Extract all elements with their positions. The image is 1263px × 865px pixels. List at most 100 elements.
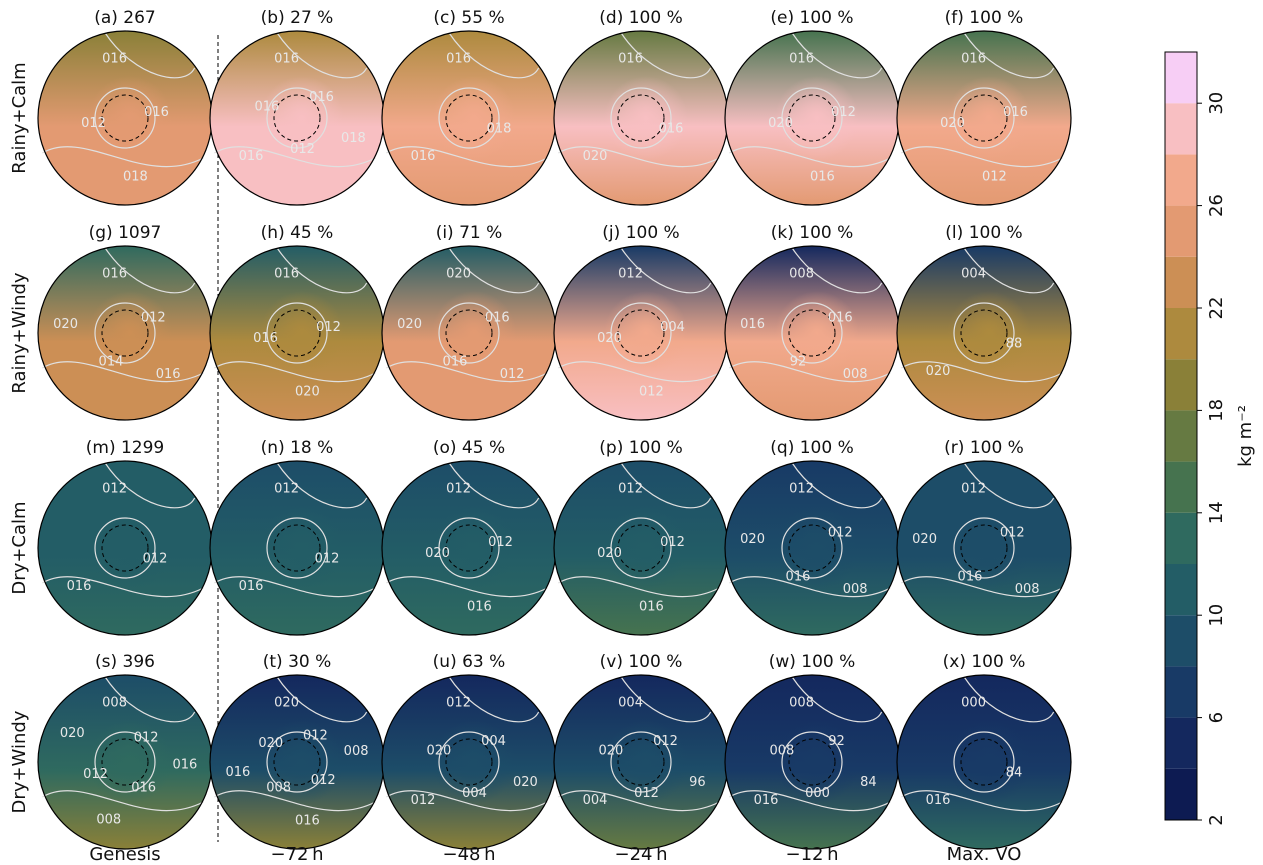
colorbar-band (1165, 52, 1197, 104)
contour-label: 016 (1003, 105, 1028, 120)
contour-label: 018 (487, 121, 512, 136)
center-ring (960, 524, 1008, 572)
contour-label: 008 (1015, 582, 1040, 597)
contour-label: 008 (96, 812, 121, 827)
center-ring (101, 738, 149, 786)
center-blob (775, 291, 859, 375)
center-blob (432, 720, 516, 804)
contour (266, 517, 328, 579)
colorbar-band (1165, 666, 1197, 718)
contour-label: 020 (427, 744, 452, 759)
contour-label: 012 (303, 728, 328, 743)
contour-label: 020 (912, 532, 937, 547)
center-ring (101, 94, 149, 142)
contour (901, 576, 1063, 598)
contour-label: 92 (790, 354, 807, 369)
colorbar-band (1165, 717, 1197, 769)
contour-label: 016 (443, 354, 468, 369)
contour-label: 016 (810, 170, 835, 185)
panel-title: (p) 100 % (599, 438, 682, 458)
contour (620, 32, 712, 79)
contour-label: 88 (1006, 336, 1023, 351)
panel-border (896, 245, 1072, 421)
contour-label: 012 (488, 535, 513, 550)
contour-label: 016 (411, 149, 436, 164)
contour (438, 87, 500, 149)
contour-label: 018 (123, 170, 148, 185)
contour (438, 302, 500, 364)
contour-label: 016 (239, 149, 264, 164)
center-blob (604, 76, 688, 160)
contour (94, 302, 156, 364)
contour-label: 000 (961, 695, 986, 710)
center-ring (273, 94, 321, 142)
contour-label: 020 (295, 385, 320, 400)
contour (558, 361, 720, 383)
contour-label: 016 (618, 51, 643, 66)
contour-label: 008 (102, 695, 127, 710)
colorbar-band (1165, 103, 1197, 155)
contour (953, 517, 1015, 579)
contour (901, 361, 1063, 383)
contour-label: 008 (344, 744, 369, 759)
contour-label: 016 (740, 317, 765, 332)
center-ring (960, 94, 1008, 142)
contour (266, 731, 328, 793)
contour (953, 87, 1015, 149)
contour (781, 87, 843, 149)
contour (963, 247, 1055, 294)
contour (42, 576, 204, 598)
center-blob (260, 76, 344, 160)
contour (558, 576, 720, 598)
colorbar-band (1165, 461, 1197, 513)
contour-label: 016 (156, 367, 181, 382)
contour-label: 016 (309, 90, 334, 105)
contour-label: 012 (446, 481, 471, 496)
contour-label: 012 (315, 551, 340, 566)
center-ring (788, 309, 836, 357)
center-blob (88, 76, 172, 160)
contour-label: 020 (597, 331, 622, 346)
panel-title: (b) 27 % (261, 8, 334, 28)
contour-label: 016 (828, 310, 853, 325)
center-ring (617, 94, 665, 142)
colorbar-band (1165, 768, 1197, 820)
contour (104, 676, 196, 723)
center-blob (775, 506, 859, 590)
contour-label: 012 (828, 525, 853, 540)
colorbar-tick-label: 10 (1206, 604, 1227, 627)
center-blob (432, 76, 516, 160)
contour (42, 146, 204, 168)
contour-label: 016 (659, 121, 684, 136)
center-ring (101, 309, 149, 357)
contour (104, 247, 196, 294)
contour-label: 004 (583, 793, 608, 808)
contour (610, 517, 672, 579)
panel-title: (q) 100 % (770, 438, 853, 458)
contour (386, 146, 548, 168)
panel-title: (e) 100 % (770, 8, 853, 28)
contour-label: 020 (926, 364, 951, 379)
contour (781, 731, 843, 793)
center-blob (604, 291, 688, 375)
center-blob (432, 291, 516, 375)
contour (276, 247, 368, 294)
panel-title: (c) 55 % (433, 8, 504, 28)
contour (266, 302, 328, 364)
contour-label: 004 (481, 734, 506, 749)
contour-label: 012 (411, 793, 436, 808)
contour-label: 016 (274, 51, 299, 66)
contour (791, 676, 883, 723)
panel-title: (d) 100 % (599, 8, 682, 28)
contour-label: 012 (618, 266, 643, 281)
contour-label: 012 (618, 481, 643, 496)
contour-label: 012 (83, 767, 108, 782)
contour-label: 018 (341, 131, 366, 146)
colorbar-label: kg m⁻² (1235, 405, 1256, 467)
contour-label: 008 (789, 695, 814, 710)
column-label: Max. VO (947, 844, 1022, 865)
contour-label: 008 (770, 744, 795, 759)
colorbar-band (1165, 308, 1197, 360)
contour (791, 247, 883, 294)
